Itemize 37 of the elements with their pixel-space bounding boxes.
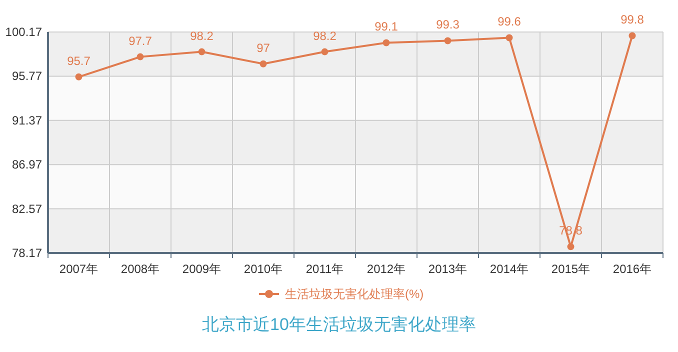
x-tick-label: 2007年	[59, 262, 98, 276]
y-tick-label: 95.77	[12, 69, 42, 84]
point	[506, 34, 513, 42]
data-label: 99.1	[374, 20, 398, 34]
point	[628, 32, 636, 40]
x-tick-label: 2010年	[244, 262, 283, 276]
x-tick-label: 2016年	[612, 262, 652, 276]
data-label: 98.2	[313, 28, 337, 43]
point	[75, 73, 82, 80]
text: 北京市近10年生活垃圾无害化处理率	[202, 315, 476, 334]
x-tick-label: 2015年	[551, 262, 590, 276]
point	[136, 53, 144, 60]
legend-label: 生活垃圾无害化处理率(%)	[285, 287, 424, 301]
x-tick-label: 2013年	[428, 262, 468, 276]
y-tick-label: 100.17	[5, 25, 42, 39]
point	[382, 39, 390, 46]
x-tick-label: 2012年	[366, 262, 406, 276]
x-tick-label: 2011年	[306, 262, 344, 276]
point	[567, 243, 574, 250]
y-tick-label: 82.57	[12, 202, 42, 216]
point	[198, 48, 206, 56]
point	[444, 37, 452, 44]
data-label: 98.2	[190, 28, 214, 43]
x-tick-label: 2014年	[490, 262, 529, 276]
data-label: 99.3	[436, 18, 460, 32]
data-label: 97.7	[128, 34, 152, 48]
data-label: 95.7	[67, 54, 91, 68]
point	[260, 60, 267, 68]
data-label: 99.6	[498, 14, 522, 29]
y-tick-label: 78.17	[12, 246, 42, 260]
point	[321, 48, 328, 56]
x-tick-label: 2008年	[120, 262, 160, 276]
y-tick-label: 91.37	[12, 113, 42, 128]
data-label: 97	[256, 40, 270, 55]
data-label: 99.8	[620, 12, 644, 27]
x-tick-label: 2009年	[182, 262, 222, 276]
y-tick-label: 86.97	[12, 158, 42, 172]
